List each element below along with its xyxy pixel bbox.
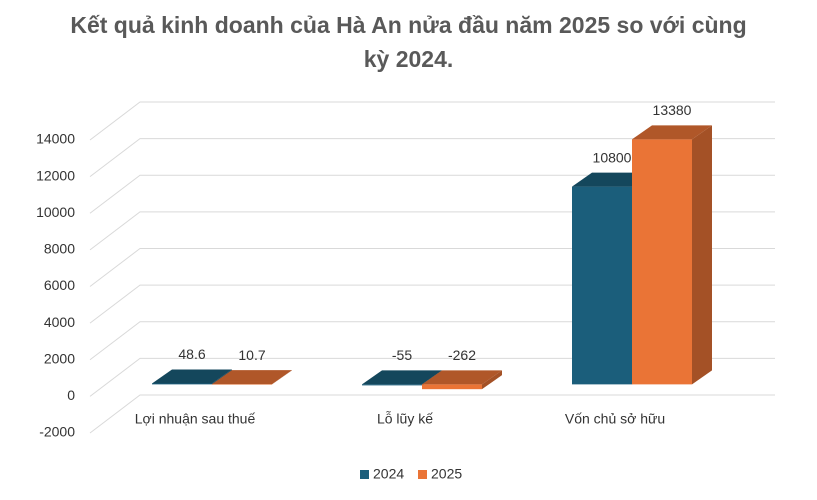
grid-line [89,211,775,251]
legend-swatch [418,470,427,479]
bar [362,384,422,386]
grid-line [89,321,775,361]
bar-top [362,370,442,385]
grid-line [89,284,775,324]
bar [152,383,212,385]
y-tick-label: -2000 [39,424,75,440]
bar-side [272,370,292,385]
bar-top [632,125,712,140]
data-label: 13380 [653,102,692,118]
bar-top [422,370,502,385]
bar-side [212,369,232,385]
legend-swatch [360,470,369,479]
bar [422,384,482,390]
y-tick-label: 12000 [36,167,75,183]
x-tick-label: Lợi nhuận sau thuế [135,411,256,427]
x-tick-label: Vốn chủ sở hữu [565,411,665,427]
y-tick-label: 6000 [44,277,75,293]
grid-line [89,138,775,178]
grid-line [89,357,775,397]
y-tick-label: 8000 [44,241,75,257]
bar-side [482,370,502,390]
grid-line [89,394,775,434]
bar-top [212,370,292,385]
bar-top [152,369,232,384]
bar-side [692,125,712,385]
bar [632,139,692,385]
bar [572,186,632,385]
x-tick-label: Lỗ lũy kế [377,411,433,427]
data-label: 10.7 [238,347,265,363]
data-label: -55 [392,347,412,363]
grid-line [89,248,775,287]
data-label: 10800 [593,149,632,165]
grid-line [89,101,775,141]
y-tick-label: 14000 [36,131,75,147]
y-tick-label: 2000 [44,350,75,366]
grid-line [89,174,775,214]
y-tick-label: 10000 [36,204,75,220]
legend-label: 2024 [373,466,404,482]
data-label: 48.6 [178,346,205,362]
chart-title: Kết quả kinh doanh của Hà An nửa đầu năm… [70,12,747,72]
bar [212,384,272,385]
legend-label: 2025 [431,466,462,482]
y-tick-label: 0 [67,387,75,403]
y-tick-label: 4000 [44,314,75,330]
data-label: -262 [448,347,476,363]
